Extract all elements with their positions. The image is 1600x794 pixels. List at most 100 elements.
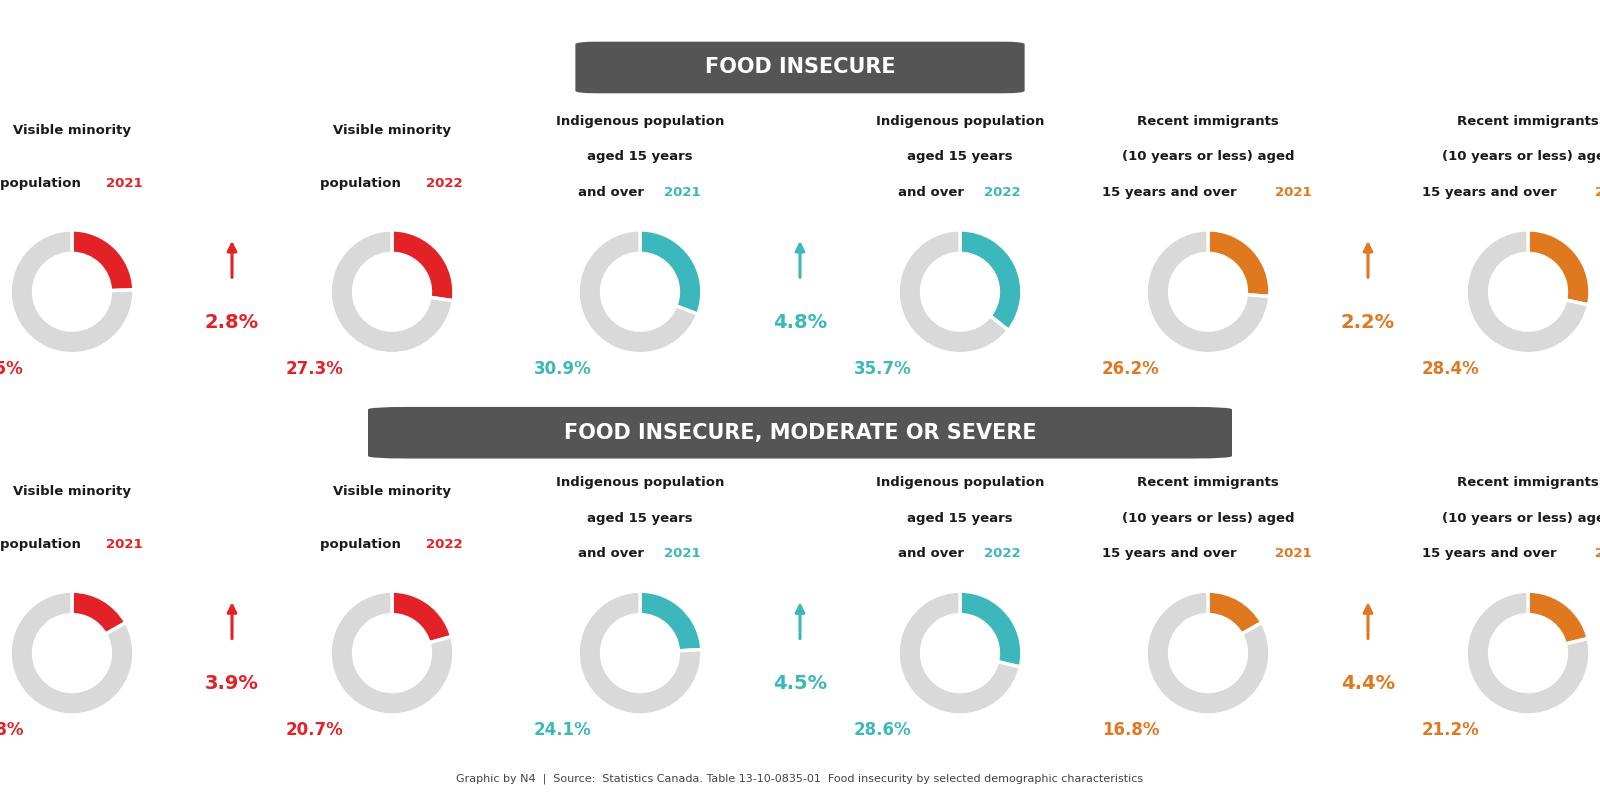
Text: (10 years or less) aged: (10 years or less) aged	[1122, 150, 1294, 164]
FancyBboxPatch shape	[368, 407, 1232, 459]
Text: 2021: 2021	[1275, 186, 1312, 199]
Text: aged 15 years: aged 15 years	[587, 511, 693, 525]
Text: aged 15 years: aged 15 years	[587, 150, 693, 164]
Text: 21.2%: 21.2%	[1422, 722, 1480, 739]
Text: 15 years and over: 15 years and over	[1422, 547, 1562, 561]
Text: 2022: 2022	[1595, 186, 1600, 199]
Text: Visible minority: Visible minority	[13, 124, 131, 137]
Wedge shape	[392, 230, 454, 301]
Text: 2021: 2021	[106, 177, 142, 190]
Text: 16.8%: 16.8%	[1102, 722, 1160, 739]
Text: FOOD INSECURE: FOOD INSECURE	[704, 57, 896, 78]
Text: Recent immigrants: Recent immigrants	[1138, 114, 1278, 128]
Text: population: population	[320, 177, 405, 190]
Text: (10 years or less) aged: (10 years or less) aged	[1122, 511, 1294, 525]
Wedge shape	[1528, 591, 1589, 644]
Text: Indigenous population: Indigenous population	[875, 114, 1045, 128]
Wedge shape	[330, 230, 453, 353]
Wedge shape	[578, 591, 702, 715]
Wedge shape	[1146, 230, 1270, 353]
Text: and over 2021: and over 2021	[586, 547, 694, 561]
Text: 2022: 2022	[1595, 547, 1600, 561]
Text: and over: and over	[578, 186, 648, 199]
Text: and over: and over	[898, 547, 968, 561]
Text: aged 15 years: aged 15 years	[907, 511, 1013, 525]
Text: population 2021: population 2021	[11, 177, 133, 190]
Text: 24.1%: 24.1%	[534, 722, 592, 739]
Text: 35.7%: 35.7%	[854, 360, 912, 378]
Text: 26.2%: 26.2%	[1102, 360, 1160, 378]
Text: Indigenous population: Indigenous population	[875, 476, 1045, 489]
Text: 15 years and over 2022: 15 years and over 2022	[1440, 186, 1600, 199]
Text: Indigenous population: Indigenous population	[555, 476, 725, 489]
Text: 15 years and over: 15 years and over	[1422, 186, 1562, 199]
Text: 16.8%: 16.8%	[0, 722, 24, 739]
Text: Graphic by N4  |  Source:  Statistics Canada. Table 13-10-0835-01  Food insecuri: Graphic by N4 | Source: Statistics Canad…	[456, 774, 1144, 784]
Wedge shape	[1208, 591, 1262, 634]
Wedge shape	[898, 591, 1021, 715]
Text: 2022: 2022	[984, 547, 1021, 561]
Text: and over 2021: and over 2021	[586, 186, 694, 199]
Wedge shape	[10, 591, 134, 715]
Text: 4.8%: 4.8%	[773, 313, 827, 332]
Text: 2022: 2022	[426, 538, 462, 551]
Text: population: population	[0, 177, 85, 190]
Text: population 2022: population 2022	[331, 177, 453, 190]
Wedge shape	[960, 591, 1022, 667]
Wedge shape	[1208, 230, 1270, 296]
Text: 2021: 2021	[1275, 547, 1312, 561]
Text: 28.4%: 28.4%	[1422, 360, 1480, 378]
Text: population 2021: population 2021	[11, 538, 133, 551]
Text: 2021: 2021	[106, 538, 142, 551]
Wedge shape	[1528, 230, 1590, 305]
Wedge shape	[1146, 591, 1270, 715]
FancyBboxPatch shape	[576, 41, 1024, 93]
Text: Indigenous population: Indigenous population	[555, 114, 725, 128]
Text: Recent immigrants: Recent immigrants	[1458, 114, 1598, 128]
Wedge shape	[640, 230, 702, 314]
Text: Recent immigrants: Recent immigrants	[1138, 476, 1278, 489]
Text: 4.5%: 4.5%	[773, 674, 827, 693]
Text: 24.5%: 24.5%	[0, 360, 24, 378]
Text: 15 years and over: 15 years and over	[1102, 186, 1242, 199]
Text: population: population	[320, 538, 405, 551]
Text: Visible minority: Visible minority	[333, 485, 451, 498]
Wedge shape	[10, 229, 134, 353]
Text: FOOD INSECURE, MODERATE OR SEVERE: FOOD INSECURE, MODERATE OR SEVERE	[563, 422, 1037, 443]
Text: 15 years and over 2021: 15 years and over 2021	[1120, 186, 1296, 199]
Text: Visible minority: Visible minority	[13, 485, 131, 498]
Wedge shape	[330, 591, 454, 715]
Text: 2021: 2021	[664, 547, 701, 561]
Text: 15 years and over 2022: 15 years and over 2022	[1440, 547, 1600, 561]
Text: and over 2022: and over 2022	[906, 547, 1014, 561]
Wedge shape	[1466, 230, 1589, 353]
Text: 2021: 2021	[664, 186, 701, 199]
Text: 30.9%: 30.9%	[534, 360, 592, 378]
Wedge shape	[72, 591, 126, 634]
Text: 15 years and over 2021: 15 years and over 2021	[1120, 547, 1296, 561]
Text: 2022: 2022	[984, 186, 1021, 199]
Text: (10 years or less) aged: (10 years or less) aged	[1442, 511, 1600, 525]
Text: (10 years or less) aged: (10 years or less) aged	[1442, 150, 1600, 164]
Text: 28.6%: 28.6%	[854, 722, 912, 739]
Text: 2.8%: 2.8%	[205, 313, 259, 332]
Text: 2022: 2022	[426, 177, 462, 190]
Wedge shape	[392, 591, 451, 643]
Text: Visible minority: Visible minority	[333, 124, 451, 137]
Text: aged 15 years: aged 15 years	[907, 150, 1013, 164]
Wedge shape	[1466, 591, 1590, 715]
Text: and over 2022: and over 2022	[906, 186, 1014, 199]
Text: 2.2%: 2.2%	[1341, 313, 1395, 332]
Text: 15 years and over: 15 years and over	[1102, 547, 1242, 561]
Wedge shape	[578, 229, 698, 353]
Text: Recent immigrants: Recent immigrants	[1458, 476, 1598, 489]
Wedge shape	[640, 591, 702, 651]
Wedge shape	[72, 230, 134, 291]
Text: 27.3%: 27.3%	[286, 360, 344, 378]
Wedge shape	[960, 230, 1022, 330]
Text: 20.7%: 20.7%	[286, 722, 344, 739]
Text: and over: and over	[578, 547, 648, 561]
Text: population 2022: population 2022	[331, 538, 453, 551]
Text: population: population	[0, 538, 85, 551]
Text: and over: and over	[898, 186, 968, 199]
